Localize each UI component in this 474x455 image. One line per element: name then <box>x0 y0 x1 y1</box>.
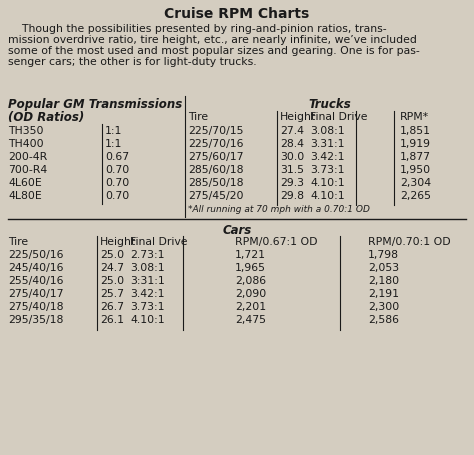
Text: mission overdrive ratio, tire height, etc., are nearly infinite, we’ve included: mission overdrive ratio, tire height, et… <box>8 35 417 45</box>
Text: 2,086: 2,086 <box>235 276 266 286</box>
Text: 2,300: 2,300 <box>368 302 399 312</box>
Text: 2,053: 2,053 <box>368 263 399 273</box>
Text: RPM/0.67:1 OD: RPM/0.67:1 OD <box>235 237 318 247</box>
Text: 1,877: 1,877 <box>400 152 431 162</box>
Text: Height: Height <box>100 237 136 247</box>
Text: 285/60/18: 285/60/18 <box>188 165 244 175</box>
Text: 285/50/18: 285/50/18 <box>188 178 244 188</box>
Text: 27.4: 27.4 <box>280 126 304 136</box>
Text: 1:1: 1:1 <box>105 139 122 149</box>
Text: 28.4: 28.4 <box>280 139 304 149</box>
Text: 245/40/16: 245/40/16 <box>8 263 64 273</box>
Text: 225/70/16: 225/70/16 <box>188 139 244 149</box>
Text: 1,851: 1,851 <box>400 126 431 136</box>
Text: 275/60/17: 275/60/17 <box>188 152 244 162</box>
Text: Cars: Cars <box>222 224 252 237</box>
Text: Tire: Tire <box>8 237 28 247</box>
Text: Trucks: Trucks <box>309 98 351 111</box>
Text: *All running at 70 mph with a 0.70:1 OD: *All running at 70 mph with a 0.70:1 OD <box>188 205 370 214</box>
Text: 26.1: 26.1 <box>100 315 124 325</box>
Text: 2,304: 2,304 <box>400 178 431 188</box>
Text: 1,721: 1,721 <box>235 250 266 260</box>
Text: 30.0: 30.0 <box>280 152 304 162</box>
Text: 3.42:1: 3.42:1 <box>310 152 345 162</box>
Text: Popular GM Transmissions: Popular GM Transmissions <box>8 98 182 111</box>
Text: 295/35/18: 295/35/18 <box>8 315 64 325</box>
Text: 1,950: 1,950 <box>400 165 431 175</box>
Text: 4.10:1: 4.10:1 <box>310 178 345 188</box>
Text: 3.73:1: 3.73:1 <box>310 165 345 175</box>
Text: RPM*: RPM* <box>400 112 429 122</box>
Text: 3.73:1: 3.73:1 <box>130 302 164 312</box>
Text: some of the most used and most popular sizes and gearing. One is for pas-: some of the most used and most popular s… <box>8 46 420 56</box>
Text: 3.31:1: 3.31:1 <box>310 139 345 149</box>
Text: 4.10:1: 4.10:1 <box>310 191 345 201</box>
Text: 1,919: 1,919 <box>400 139 431 149</box>
Text: 2,180: 2,180 <box>368 276 399 286</box>
Text: TH350: TH350 <box>8 126 44 136</box>
Text: 1,965: 1,965 <box>235 263 266 273</box>
Text: 2.73:1: 2.73:1 <box>130 250 164 260</box>
Text: Tire: Tire <box>188 112 208 122</box>
Text: 0.70: 0.70 <box>105 191 129 201</box>
Text: 1:1: 1:1 <box>105 126 122 136</box>
Text: 0.70: 0.70 <box>105 178 129 188</box>
Text: 2,475: 2,475 <box>235 315 266 325</box>
Text: Final Drive: Final Drive <box>130 237 188 247</box>
Text: senger cars; the other is for light-duty trucks.: senger cars; the other is for light-duty… <box>8 57 256 67</box>
Text: 3.42:1: 3.42:1 <box>130 289 164 299</box>
Text: TH400: TH400 <box>8 139 44 149</box>
Text: 2,265: 2,265 <box>400 191 431 201</box>
Text: 31.5: 31.5 <box>280 165 304 175</box>
Text: 29.8: 29.8 <box>280 191 304 201</box>
Text: 0.67: 0.67 <box>105 152 129 162</box>
Text: 1,798: 1,798 <box>368 250 399 260</box>
Text: 4L80E: 4L80E <box>8 191 42 201</box>
Text: 25.0: 25.0 <box>100 250 124 260</box>
Text: RPM/0.70:1 OD: RPM/0.70:1 OD <box>368 237 451 247</box>
Text: 4.10:1: 4.10:1 <box>130 315 164 325</box>
Text: 25.0: 25.0 <box>100 276 124 286</box>
Text: 4L60E: 4L60E <box>8 178 42 188</box>
Text: 2,586: 2,586 <box>368 315 399 325</box>
Text: 2,191: 2,191 <box>368 289 399 299</box>
Text: (OD Ratios): (OD Ratios) <box>8 111 84 124</box>
Text: 0.70: 0.70 <box>105 165 129 175</box>
Text: 25.7: 25.7 <box>100 289 124 299</box>
Text: 2,090: 2,090 <box>235 289 266 299</box>
Text: 24.7: 24.7 <box>100 263 124 273</box>
Text: 255/40/16: 255/40/16 <box>8 276 64 286</box>
Text: 700-R4: 700-R4 <box>8 165 47 175</box>
Text: 275/45/20: 275/45/20 <box>188 191 244 201</box>
Text: 200-4R: 200-4R <box>8 152 47 162</box>
Text: Final Drive: Final Drive <box>310 112 367 122</box>
Text: 3.08:1: 3.08:1 <box>310 126 345 136</box>
Text: 3.08:1: 3.08:1 <box>130 263 164 273</box>
Text: 29.3: 29.3 <box>280 178 304 188</box>
Text: 26.7: 26.7 <box>100 302 124 312</box>
Text: Cruise RPM Charts: Cruise RPM Charts <box>164 7 310 21</box>
Text: Though the possibilities presented by ring-and-pinion ratios, trans-: Though the possibilities presented by ri… <box>8 24 387 34</box>
Text: 225/50/16: 225/50/16 <box>8 250 64 260</box>
Text: 225/70/15: 225/70/15 <box>188 126 244 136</box>
Text: 3:31:1: 3:31:1 <box>130 276 165 286</box>
Text: Height: Height <box>280 112 316 122</box>
Text: 275/40/17: 275/40/17 <box>8 289 64 299</box>
Text: 2,201: 2,201 <box>235 302 266 312</box>
Text: 275/40/18: 275/40/18 <box>8 302 64 312</box>
